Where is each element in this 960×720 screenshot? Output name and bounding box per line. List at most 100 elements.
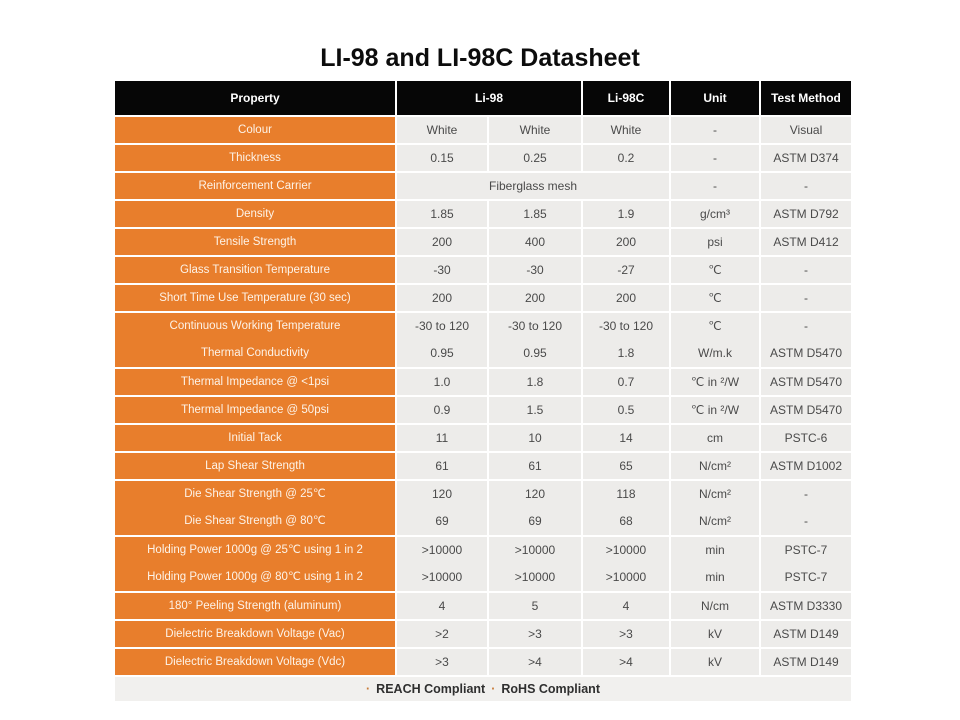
test-method-cell: -: [761, 285, 851, 311]
cell-line: -: [804, 319, 808, 333]
test-method-cell: -: [761, 173, 851, 199]
value-cell: 120 69: [489, 481, 581, 535]
value-cell: -30: [489, 257, 581, 283]
value-cell: 61: [489, 453, 581, 479]
cell-line: Die Shear Strength @ 80℃: [184, 515, 326, 527]
cell-line: 118: [616, 487, 636, 501]
property-cell: Colour: [115, 117, 395, 143]
test-method-cell: PSTC-6: [761, 425, 851, 451]
value-cell: White: [489, 117, 581, 143]
property-cell: Short Time Use Temperature (30 sec): [115, 285, 395, 311]
cell-line: 68: [619, 514, 633, 528]
unit-cell: N/cm² N/cm²: [671, 481, 759, 535]
value-cell: 5: [489, 593, 581, 619]
cell-line: -: [804, 514, 808, 528]
cell-line: >10000: [514, 570, 556, 584]
cell-line: 120: [431, 487, 453, 501]
value-cell: 1.85: [397, 201, 487, 227]
value-cell: >10000 >10000: [583, 537, 669, 591]
property-cell: Dielectric Breakdown Voltage (Vdc): [115, 649, 395, 675]
table-row: Tensile Strength 200 400 200 psi ASTM D412: [115, 229, 851, 255]
unit-cell: N/cm: [671, 593, 759, 619]
table-row: Die Shear Strength @ 25℃ Die Shear Streng…: [115, 481, 851, 535]
test-method-cell: ASTM D149: [761, 649, 851, 675]
datasheet-table: Property Li-98 Li-98C Unit Test Method C…: [115, 81, 851, 701]
property-cell: Dielectric Breakdown Voltage (Vac): [115, 621, 395, 647]
value-cell: 11: [397, 425, 487, 451]
table-row: 180° Peeling Strength (aluminum) 4 5 4 N/cm A…: [115, 593, 851, 619]
header-test-method: Test Method: [761, 81, 851, 115]
cell-line: PSTC-7: [784, 570, 828, 584]
table-row: Lap Shear Strength 61 61 65 N/cm² ASTM D1002: [115, 453, 851, 479]
value-cell: 14: [583, 425, 669, 451]
table-row: Dielectric Breakdown Voltage (Vac) >2 >3 >3…: [115, 621, 851, 647]
table-body: Colour White White White - Visual Thickness 0.1…: [115, 117, 851, 675]
table-row: Thermal Impedance @ <1psi 1.0 1.8 0.7 ℃ in ²…: [115, 369, 851, 395]
property-cell: Glass Transition Temperature: [115, 257, 395, 283]
unit-cell: ℃ W/m.k: [671, 313, 759, 367]
cell-line: Holding Power 1000g @ 25℃ using 1 in 2: [147, 544, 363, 556]
value-cell: -30: [397, 257, 487, 283]
value-cell-span: Fiberglass mesh: [397, 173, 669, 199]
compliance-rohs: RoHS Compliant: [501, 682, 600, 696]
unit-cell: -: [671, 173, 759, 199]
table-row: Colour White White White - Visual: [115, 117, 851, 143]
property-cell: Density: [115, 201, 395, 227]
test-method-cell: --: [761, 481, 851, 535]
property-cell: Tensile Strength: [115, 229, 395, 255]
cell-line: >10000: [605, 543, 647, 557]
bullet-icon: ·: [366, 682, 371, 696]
cell-line: >10000: [514, 543, 556, 557]
value-cell: 1.0: [397, 369, 487, 395]
cell-line: min: [705, 543, 725, 557]
table-row: Short Time Use Temperature (30 sec) 200 20…: [115, 285, 851, 311]
unit-cell: kV: [671, 621, 759, 647]
unit-cell: min min: [671, 537, 759, 591]
value-cell: 65: [583, 453, 669, 479]
table-row: Dielectric Breakdown Voltage (Vdc) >3 >4 >4…: [115, 649, 851, 675]
cell-line: 0.95: [430, 346, 454, 360]
table-header-row: Property Li-98 Li-98C Unit Test Method: [115, 81, 851, 115]
value-cell: -30 to 120 1.8: [583, 313, 669, 367]
cell-line: N/cm²: [699, 514, 731, 528]
value-cell: 200: [583, 229, 669, 255]
cell-line: 69: [435, 514, 449, 528]
test-method-cell: ASTM D1002: [761, 453, 851, 479]
value-cell: >4: [489, 649, 581, 675]
header-li98c: Li-98C: [583, 81, 669, 115]
property-cell: Lap Shear Strength: [115, 453, 395, 479]
cell-line: >10000: [421, 570, 463, 584]
table-row: Density 1.85 1.85 1.9 g/cm³ ASTM D792: [115, 201, 851, 227]
value-cell: 0.25: [489, 145, 581, 171]
cell-line: >10000: [421, 543, 463, 557]
value-cell: 118 68: [583, 481, 669, 535]
cell-line: 69: [528, 514, 542, 528]
unit-cell: ℃ in ²/W: [671, 397, 759, 423]
value-cell: 1.8: [489, 369, 581, 395]
value-cell: 120 69: [397, 481, 487, 535]
value-cell: >10000 >10000: [397, 537, 487, 591]
value-cell: 400: [489, 229, 581, 255]
cell-line: Thermal Conductivity: [200, 347, 309, 359]
value-cell: 4: [397, 593, 487, 619]
test-method-cell: PSTC-7 PSTC-7: [761, 537, 851, 591]
value-cell: >3: [397, 649, 487, 675]
table-row: Continuous Working Temperature Thermal Co…: [115, 313, 851, 367]
value-cell: 0.7: [583, 369, 669, 395]
property-cell: Thickness: [115, 145, 395, 171]
value-cell: >2: [397, 621, 487, 647]
unit-cell: N/cm²: [671, 453, 759, 479]
cell-line: Holding Power 1000g @ 80℃ using 1 in 2: [147, 571, 363, 583]
test-method-cell: ASTM D374: [761, 145, 851, 171]
test-method-cell: ASTM D412: [761, 229, 851, 255]
unit-cell: ℃: [671, 257, 759, 283]
property-cell: Thermal Impedance @ <1psi: [115, 369, 395, 395]
header-unit: Unit: [671, 81, 759, 115]
cell-line: 1.8: [617, 346, 635, 360]
compliance-footer: · REACH Compliant · RoHS Compliant: [115, 677, 851, 701]
property-cell: Die Shear Strength @ 25℃ Die Shear Streng…: [115, 481, 395, 535]
value-cell: >4: [583, 649, 669, 675]
cell-line: 120: [524, 487, 546, 501]
value-cell: 10: [489, 425, 581, 451]
value-cell: 0.2: [583, 145, 669, 171]
